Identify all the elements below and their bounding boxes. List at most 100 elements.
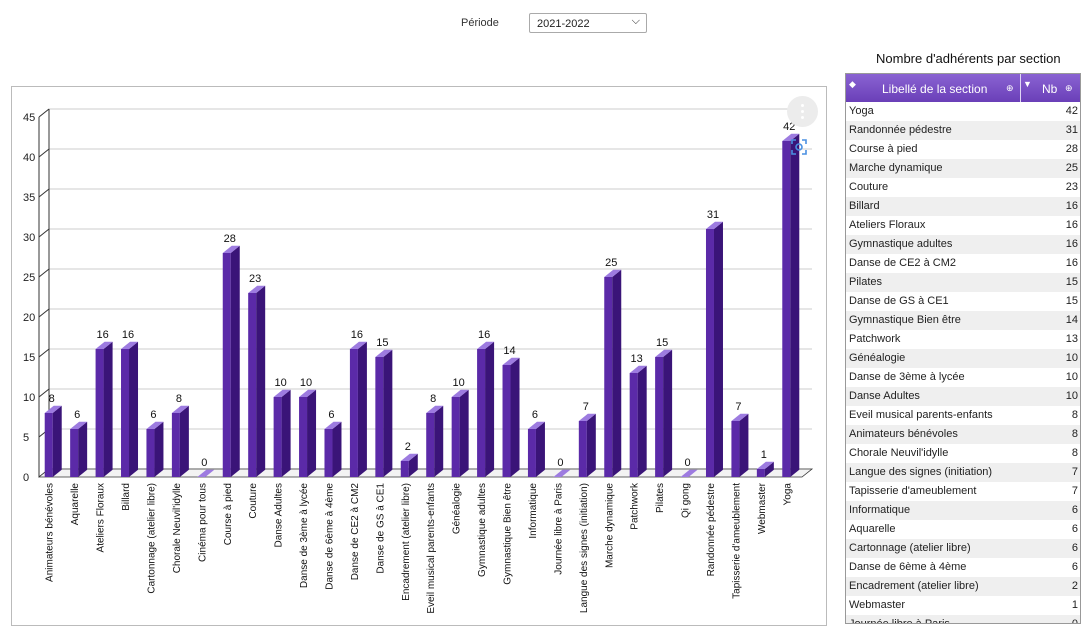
section-count: 16	[1065, 238, 1078, 250]
table-row[interactable]: Danse Adultes 10	[846, 387, 1080, 406]
bar-top	[680, 469, 698, 477]
table-row[interactable]: Encadrement (atelier libre) 2	[846, 577, 1080, 596]
category-label: Journée libre à Paris	[553, 483, 564, 575]
periode-value: 2021-2022	[537, 18, 590, 30]
table-row[interactable]: Course à pied 28	[846, 140, 1080, 159]
bar-value-label: 15	[376, 337, 388, 349]
bar-side	[663, 349, 673, 477]
section-name: Journée libre à Paris	[849, 618, 950, 624]
category-label: Webmaster	[757, 482, 768, 534]
table-row[interactable]: Marche dynamique 25	[846, 159, 1080, 178]
bar-value-label: 8	[176, 393, 182, 405]
table-row[interactable]: Yoga 42	[846, 102, 1080, 121]
bar-value-label: 10	[453, 377, 465, 389]
bar-top	[502, 357, 520, 365]
table-row[interactable]: Animateurs bénévoles 8	[846, 425, 1080, 444]
table-row[interactable]: Gymnastique Bien être 14	[846, 311, 1080, 330]
table-row[interactable]: Généalogie 10	[846, 349, 1080, 368]
bar-side	[485, 341, 495, 477]
table-row[interactable]: Eveil musical parents-enfants 8	[846, 406, 1080, 425]
section-count: 28	[1065, 143, 1078, 155]
section-name: Cartonnage (atelier libre)	[849, 542, 971, 554]
category-label: Danse de GS à CE1	[375, 483, 386, 574]
search-icon[interactable]: ⊕	[1065, 83, 1073, 93]
bar	[171, 413, 180, 477]
bar-top	[731, 413, 749, 421]
sort-desc-icon[interactable]: ▼	[1023, 79, 1032, 89]
table-row[interactable]: Langue des signes (initiation) 7	[846, 463, 1080, 482]
table-row[interactable]: Informatique 6	[846, 501, 1080, 520]
bar-top	[451, 389, 469, 397]
category-label: Danse de 3ème à lycée	[299, 483, 310, 589]
chart-menu-button[interactable]	[787, 96, 818, 127]
table-row[interactable]: Cartonnage (atelier libre) 6	[846, 539, 1080, 558]
column-header-nb[interactable]: ▼ Nb ⊕	[1021, 74, 1080, 102]
table-row[interactable]: Patchwork 13	[846, 330, 1080, 349]
bar-top	[95, 341, 113, 349]
section-name: Danse Adultes	[849, 390, 920, 402]
table-row[interactable]: Gymnastique adultes 16	[846, 235, 1080, 254]
bar	[222, 253, 231, 477]
table-row[interactable]: Billard 16	[846, 197, 1080, 216]
search-icon[interactable]: ⊕	[1006, 83, 1014, 93]
bar-side	[790, 133, 800, 478]
table-row[interactable]: Journée libre à Paris 0	[846, 615, 1080, 624]
bar	[629, 373, 638, 477]
section-name: Eveil musical parents-enfants	[849, 409, 993, 421]
category-label: Gymnastique Bien être	[503, 483, 514, 585]
bar-value-label: 2	[405, 441, 411, 453]
bar-top	[375, 349, 393, 357]
section-count: 6	[1071, 504, 1078, 516]
bar-value-label: 0	[684, 457, 690, 469]
axis-tick	[38, 188, 50, 198]
bar	[146, 429, 155, 477]
bar-value-label: 10	[274, 377, 286, 389]
periode-select[interactable]: 2021-2022 ⌵	[529, 13, 647, 33]
table-row[interactable]: Danse de 6ème à 4ème 6	[846, 558, 1080, 577]
table-row[interactable]: Aquarelle 6	[846, 520, 1080, 539]
table-row[interactable]: Randonnée pédestre 31	[846, 121, 1080, 140]
section-name: Marche dynamique	[849, 162, 943, 174]
bar-side	[129, 341, 139, 477]
section-count: 31	[1065, 124, 1078, 136]
section-count: 2	[1071, 580, 1078, 592]
column-header-label[interactable]: ◆ Libellé de la section ⊕	[846, 74, 1021, 102]
zoom-reset-icon[interactable]	[790, 138, 808, 156]
section-name: Danse de GS à CE1	[849, 295, 949, 307]
bar-side	[713, 221, 723, 477]
table-row[interactable]: Pilates 15	[846, 273, 1080, 292]
bar-value-label: 8	[49, 393, 55, 405]
bar-side	[586, 413, 596, 477]
category-label: Cartonnage (atelier libre)	[146, 483, 157, 594]
category-label: Animateurs bénévoles	[45, 483, 56, 582]
bar	[400, 461, 409, 477]
bar-value-label: 7	[583, 401, 589, 413]
table-row[interactable]: Chorale Neuvil'idylle 8	[846, 444, 1080, 463]
bar	[578, 421, 587, 477]
bar-value-label: 16	[96, 329, 108, 341]
table-row[interactable]: Danse de 3ème à lycée 10	[846, 368, 1080, 387]
y-tick-label: 15	[23, 352, 35, 364]
section-name: Tapisserie d'ameublement	[849, 485, 977, 497]
bar-top	[527, 421, 545, 429]
bar	[324, 429, 333, 477]
bar-side	[637, 365, 647, 477]
table-row[interactable]: Danse de CE2 à CM2 16	[846, 254, 1080, 273]
bar-side	[78, 421, 88, 477]
section-name: Randonnée pédestre	[849, 124, 952, 136]
axis-tick	[38, 108, 50, 118]
bar-value-label: 16	[122, 329, 134, 341]
table-row[interactable]: Couture 23	[846, 178, 1080, 197]
bar-top	[349, 341, 367, 349]
table-row[interactable]: Webmaster 1	[846, 596, 1080, 615]
table-row[interactable]: Tapisserie d'ameublement 7	[846, 482, 1080, 501]
section-count: 13	[1065, 333, 1078, 345]
table-row[interactable]: Danse de GS à CE1 15	[846, 292, 1080, 311]
bar-top	[273, 389, 291, 397]
sort-icon[interactable]: ◆	[849, 79, 856, 89]
category-label: Langue des signes (initiation)	[579, 483, 590, 613]
table-row[interactable]: Ateliers Floraux 16	[846, 216, 1080, 235]
bar-top	[553, 469, 571, 477]
section-count: 8	[1071, 409, 1078, 421]
section-count: 6	[1071, 542, 1078, 554]
